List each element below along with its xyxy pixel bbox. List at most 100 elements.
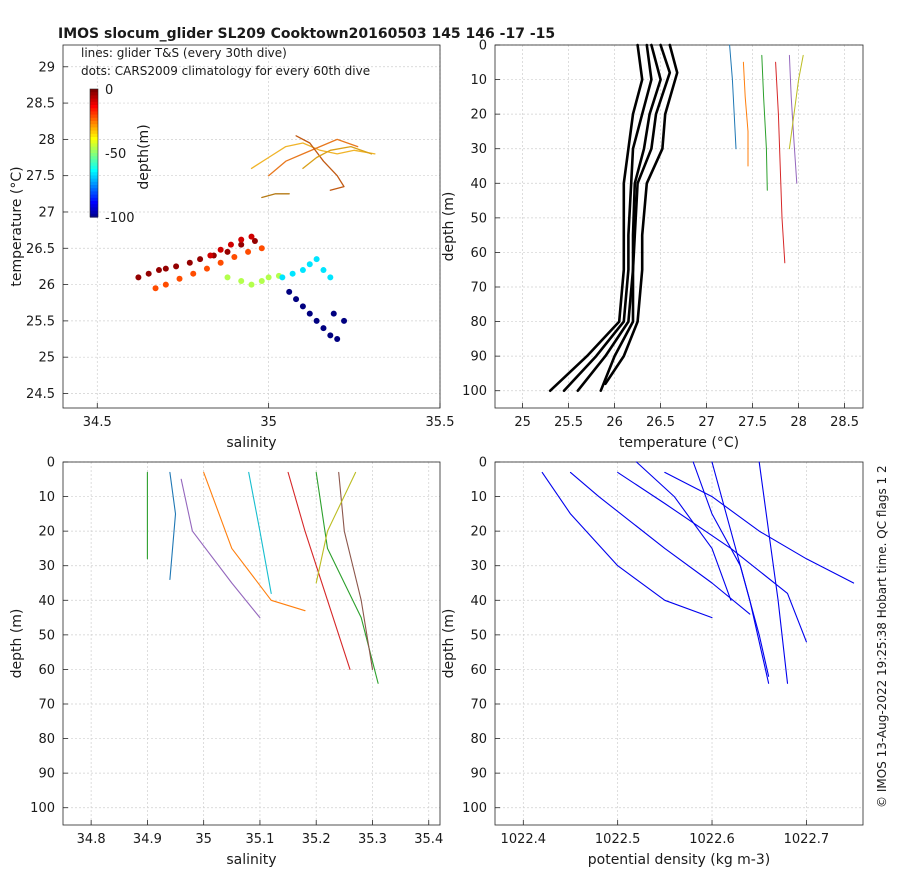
ts-climatology-dot [231,253,238,260]
ts-y-tick-label: 27 [38,205,55,220]
dens-glider-line [569,471,751,615]
ts-climatology-dot [203,265,210,272]
sal-glider-line [180,478,261,619]
ts-climatology-dot [145,270,152,277]
dens-x-tick-label: 1022.4 [501,832,547,847]
dens-x-tick-label: 1022.6 [689,832,735,847]
sal-y-tick-label: 20 [38,525,55,540]
dens-glider-line [758,461,789,684]
temp-x-tick-label: 26 [606,415,623,430]
colorbar-segment [90,175,98,180]
colorbar-segment [90,210,98,215]
ts-climatology-dot [155,267,162,274]
temp-glider-line [788,54,804,150]
colorbar-segment [90,143,98,148]
colorbar-frame [89,88,99,218]
sal-plot-area [63,462,440,825]
dens-y-tick-label: 30 [470,559,487,574]
sal-glider-line [203,471,306,612]
colorbar-segment [90,105,98,109]
sal-x-tick-label: 34.9 [133,832,162,847]
ts-climatology-dot [227,241,234,248]
temp-y-tick-label: 20 [470,108,487,123]
ts-climatology-dot [289,270,296,277]
ts-climatology-dot [224,274,231,281]
dens-glider-line [692,461,770,677]
sal-x-tick-label: 35.3 [358,832,387,847]
figure-title: IMOS slocum_glider SL209 Cooktown2016050… [58,26,555,42]
ts-climatology-dot [320,267,327,274]
sal-x-tick-label: 35.1 [245,832,274,847]
colorbar-segment [90,204,98,208]
ts-climatology-dot [217,259,224,266]
sal-glider-line [287,471,351,670]
ts-climatology-dot [162,281,169,288]
ts-y-tick-label: 27.5 [26,169,55,184]
temp-climatology-line [604,43,679,386]
sal-x-tick-label: 35.4 [414,832,443,847]
colorbar-segment [90,111,98,116]
ts-plot-area [63,45,440,408]
colorbar-segment [90,207,98,212]
colorbar-segment [90,159,98,164]
colorbar-segment [90,153,98,157]
dens-glider-line [664,471,855,584]
temp-y-tick-label: 30 [470,142,487,157]
ts-climatology-dot [293,296,300,303]
dens-plot-area [495,462,863,825]
colorbar-segment [90,172,98,176]
temp-climatology-line [599,43,672,393]
ts-y-tick-label: 24.5 [26,387,55,402]
temp-glider-line [775,61,786,264]
ts-climatology-dot [286,288,293,295]
temp-x-axis-label: temperature (°C) [619,435,739,451]
ts-y-tick-label: 25.5 [26,314,55,329]
ts-climatology-dot [313,317,320,324]
ts-climatology-dot [162,265,169,272]
ts-climatology-dot [299,267,306,274]
colorbar-segment [90,101,98,106]
ts-climatology-dot [248,233,255,240]
colorbar-segment [90,140,98,144]
colorbar-segment [90,117,98,122]
ts-y-axis-label: temperature (°C) [9,166,25,286]
colorbar-segment [90,149,98,154]
ts-y-tick-label: 28 [38,133,55,148]
sal-y-tick-label: 10 [38,490,55,505]
sal-x-tick-label: 34.8 [77,832,106,847]
ts-annotation-dots: dots: CARS2009 climatology for every 60t… [81,64,370,78]
temp-x-tick-label: 28 [790,415,807,430]
ts-climatology-dot [224,248,231,255]
colorbar-segment [90,185,98,189]
ts-climatology-dot [245,248,252,255]
ts-glider-line [302,145,373,170]
ts-climatology-dot [279,274,286,281]
colorbar-segment [90,108,98,112]
ts-climatology-dot [217,246,224,253]
dens-glider-line [635,461,732,601]
temp-y-tick-label: 70 [470,281,487,296]
dens-y-tick-label: 80 [470,732,487,747]
ts-climatology-dot [248,281,255,288]
ts-y-tick-label: 29 [38,60,55,75]
ts-climatology-dot [238,241,245,248]
sal-x-tick-label: 35.2 [302,832,331,847]
sal-x-tick-label: 35 [195,832,212,847]
dens-x-tick-label: 1022.5 [595,832,641,847]
dens-y-tick-label: 90 [470,767,487,782]
colorbar-segment [90,165,98,170]
temp-y-tick-label: 40 [470,177,487,192]
sal-glider-line [315,471,357,584]
ts-climatology-dot [306,261,313,268]
dens-y-tick-label: 100 [462,801,487,816]
ts-climatology-dot [152,285,159,292]
dens-x-axis-label: potential density (kg m-3) [588,852,770,868]
ts-climatology-dot [327,274,334,281]
dens-glider-line [541,471,713,619]
colorbar-segment [90,181,98,186]
sal-glider-line [169,471,177,581]
temp-glider-line [742,61,749,167]
colorbar-segment [90,92,98,96]
sal-glider-line [248,471,272,594]
